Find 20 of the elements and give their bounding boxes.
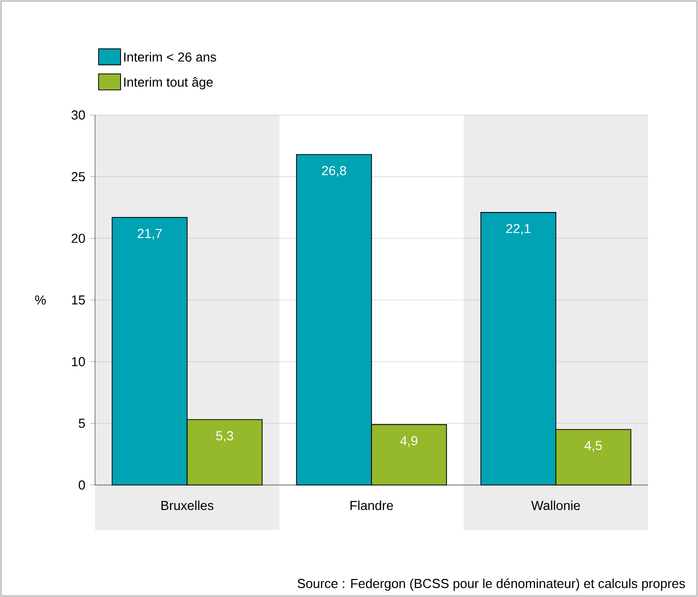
x-tick-label: Flandre xyxy=(350,500,393,510)
y-tick-label: 30 xyxy=(72,110,85,120)
y-tick-label: 0 xyxy=(78,480,85,490)
y-tick-label: 15 xyxy=(72,295,85,305)
data-label: 4,5 xyxy=(584,441,602,452)
y-tick-label: 20 xyxy=(72,234,85,243)
y-tick-label: 25 xyxy=(72,172,85,182)
data-label: 22,1 xyxy=(506,224,530,235)
data-label: 21,7 xyxy=(138,228,162,240)
y-tick-label: 5 xyxy=(78,418,85,428)
data-label: 26,8 xyxy=(322,166,346,177)
legend-label: Interim tout âge xyxy=(124,77,213,90)
source-note: Source : Federgon (BCSS pour le dénominateur) et calculs propres xyxy=(298,578,685,591)
y-axis-title: % xyxy=(35,295,46,305)
data-label: 5,3 xyxy=(216,431,234,442)
y-tick-label: 10 xyxy=(72,357,85,366)
x-tick-label: Wallonie xyxy=(531,500,580,510)
x-tick-label: Bruxelles xyxy=(162,500,214,510)
legend-label: Interim < 26 ans xyxy=(124,52,216,62)
data-label: 4,9 xyxy=(400,436,418,447)
